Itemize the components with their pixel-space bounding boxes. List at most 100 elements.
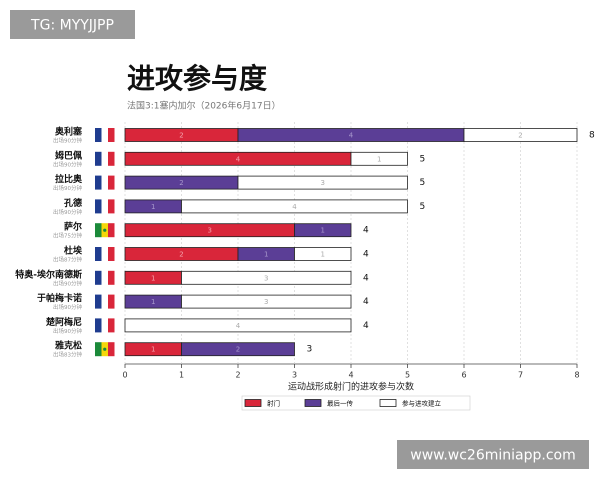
flag-star	[103, 228, 107, 232]
flag-stripe	[95, 294, 102, 309]
flag-stripe	[101, 247, 108, 261]
watermark-box	[10, 10, 135, 39]
flag-stripe	[101, 199, 108, 214]
flag-stripe	[101, 128, 108, 142]
player-name: 奥利塞	[54, 126, 83, 138]
x-tick-label: 2	[235, 371, 240, 380]
total-label: 4	[363, 321, 369, 331]
player-minutes: 出场90分钟	[53, 279, 82, 287]
total-label: 4	[363, 297, 369, 307]
x-axis-label: 运动战形成射门的进攻参与次数	[288, 381, 414, 393]
flag-stripe	[95, 175, 102, 190]
legend-swatch	[379, 399, 397, 407]
flag-stripe	[95, 342, 102, 357]
bar-segment	[294, 223, 352, 238]
player-name: 拉比奥	[55, 173, 83, 185]
legend-swatch	[244, 399, 262, 407]
player-minutes: 出场90分钟	[53, 184, 82, 192]
flag-stripe	[108, 342, 115, 357]
flag-stripe	[108, 151, 115, 166]
flag-stripe	[108, 247, 115, 261]
player-name: 特奥-埃尔南德斯	[15, 268, 82, 280]
legend-frame	[241, 395, 471, 411]
flag-stripe	[108, 318, 115, 333]
flag-stripe	[95, 247, 102, 261]
bar-segment	[350, 151, 408, 166]
segment-label: 2	[179, 132, 183, 140]
x-tick-label: 5	[405, 371, 410, 380]
flag-stripe	[101, 175, 108, 190]
bar-segment	[124, 318, 352, 333]
player-minutes: 出场90分钟	[53, 208, 82, 216]
flag-stripe	[95, 151, 102, 166]
total-label: 8	[589, 131, 595, 141]
player-name: 萨尔	[64, 221, 82, 233]
segment-label: 2	[179, 251, 183, 259]
segment-label: 1	[321, 227, 325, 235]
player-minutes: 出场83分钟	[53, 351, 82, 359]
total-label: 4	[363, 250, 369, 260]
segment-label: 1	[151, 203, 155, 211]
x-tick-label: 7	[518, 371, 523, 380]
bar-segment	[181, 294, 352, 309]
x-tick-label: 8	[574, 371, 579, 380]
chart-title: 进攻参与度	[127, 62, 267, 95]
segment-label: 1	[321, 251, 325, 259]
segment-label: 3	[264, 274, 268, 282]
segment-label: 1	[151, 346, 155, 354]
flag-stripe	[95, 270, 102, 285]
flag-stripe	[108, 270, 115, 285]
segment-label: 4	[236, 322, 241, 330]
player-minutes: 出场90分钟	[53, 160, 82, 168]
segment-label: 1	[264, 251, 268, 259]
flag-stripe	[101, 151, 108, 166]
flag-stripe	[108, 294, 115, 309]
flag-stripe	[101, 270, 108, 285]
flag-stripe	[108, 199, 115, 214]
legend-label: 最后一传	[327, 399, 354, 408]
watermark-box	[397, 440, 589, 469]
player-minutes: 出场90分钟	[53, 303, 82, 311]
flag-stripe	[108, 175, 115, 190]
player-name: 楚阿梅尼	[45, 316, 82, 328]
flag-stripe	[95, 128, 102, 142]
flag-stripe	[108, 223, 115, 238]
flag-star	[103, 347, 107, 351]
legend-label: 射门	[267, 399, 280, 408]
player-minutes: 出场90分钟	[53, 137, 82, 145]
segment-label: 3	[264, 298, 268, 306]
segment-label: 1	[151, 298, 155, 306]
total-label: 5	[420, 202, 426, 212]
x-tick-label: 6	[461, 371, 466, 380]
segment-label: 4	[236, 155, 241, 163]
total-label: 4	[363, 273, 369, 283]
flag-stripe	[95, 318, 102, 333]
segment-label: 2	[179, 179, 183, 187]
total-label: 4	[363, 226, 369, 236]
bar-segment	[294, 247, 352, 261]
bar-segment	[237, 175, 408, 190]
legend-swatch	[304, 399, 322, 407]
bar-segment	[181, 342, 295, 357]
x-tick-label: 4	[348, 371, 353, 380]
player-minutes: 出场87分钟	[53, 256, 82, 264]
flag-stripe	[101, 318, 108, 333]
segment-label: 1	[377, 155, 381, 163]
segment-label: 3	[208, 227, 212, 235]
player-name: 雅克松	[54, 340, 82, 352]
segment-label: 4	[349, 132, 354, 140]
player-name: 于帕梅卡诺	[37, 292, 82, 304]
segment-label: 1	[151, 274, 155, 282]
total-label: 3	[307, 345, 313, 355]
watermark-text: TG: MYYJJPP	[30, 18, 114, 34]
bar-segment	[181, 270, 352, 285]
player-name: 杜埃	[64, 245, 83, 257]
x-tick-label: 0	[122, 371, 127, 380]
x-tick-label: 1	[179, 371, 184, 380]
player-name: 孔德	[64, 197, 82, 209]
flag-stripe	[108, 128, 115, 142]
player-name: 姆巴佩	[55, 149, 82, 161]
bar-segment	[181, 199, 408, 214]
segment-label: 2	[236, 346, 240, 354]
